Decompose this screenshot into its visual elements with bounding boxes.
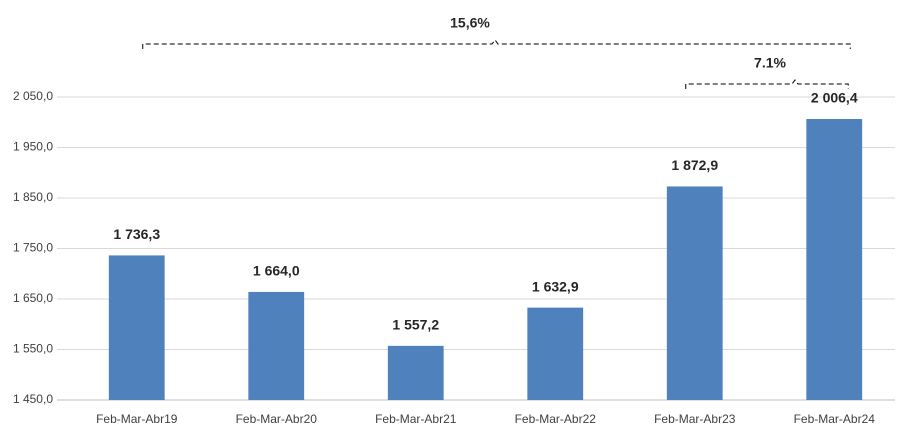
- bar: [387, 345, 444, 400]
- annotation: 7.1%: [754, 55, 786, 71]
- value-label: 1 557,2: [392, 317, 439, 333]
- value-label: 1 736,3: [113, 226, 160, 242]
- y-tick-label: 1 650,0: [13, 291, 53, 305]
- x-tick-label: Feb-Mar-Abr19: [96, 412, 178, 426]
- y-tick-label: 1 850,0: [13, 190, 53, 204]
- x-tick-label: Feb-Mar-Abr20: [236, 412, 318, 426]
- x-tick-label: Feb-Mar-Abr24: [794, 412, 876, 426]
- value-label: 2 006,4: [811, 90, 858, 106]
- annotation-bracket: [685, 79, 849, 89]
- bar: [248, 291, 305, 400]
- x-tick-label: Feb-Mar-Abr22: [515, 412, 597, 426]
- y-tick-label: 1 950,0: [13, 140, 53, 154]
- annotation: 15,6%: [450, 15, 490, 31]
- y-tick-label: 1 550,0: [13, 342, 53, 356]
- y-tick-label: 2 050,0: [13, 89, 53, 103]
- annotation-bracket: [142, 39, 851, 49]
- value-label: 1 872,9: [671, 157, 718, 173]
- y-tick-label: 1 750,0: [13, 241, 53, 255]
- bar: [108, 255, 165, 400]
- value-label: 1 632,9: [532, 278, 579, 294]
- bar: [806, 119, 863, 400]
- y-tick-label: 1 450,0: [13, 392, 53, 406]
- x-tick-label: Feb-Mar-Abr23: [654, 412, 736, 426]
- bar: [527, 307, 584, 400]
- value-label: 1 664,0: [253, 263, 300, 279]
- bar: [666, 186, 723, 400]
- x-tick-label: Feb-Mar-Abr21: [375, 412, 457, 426]
